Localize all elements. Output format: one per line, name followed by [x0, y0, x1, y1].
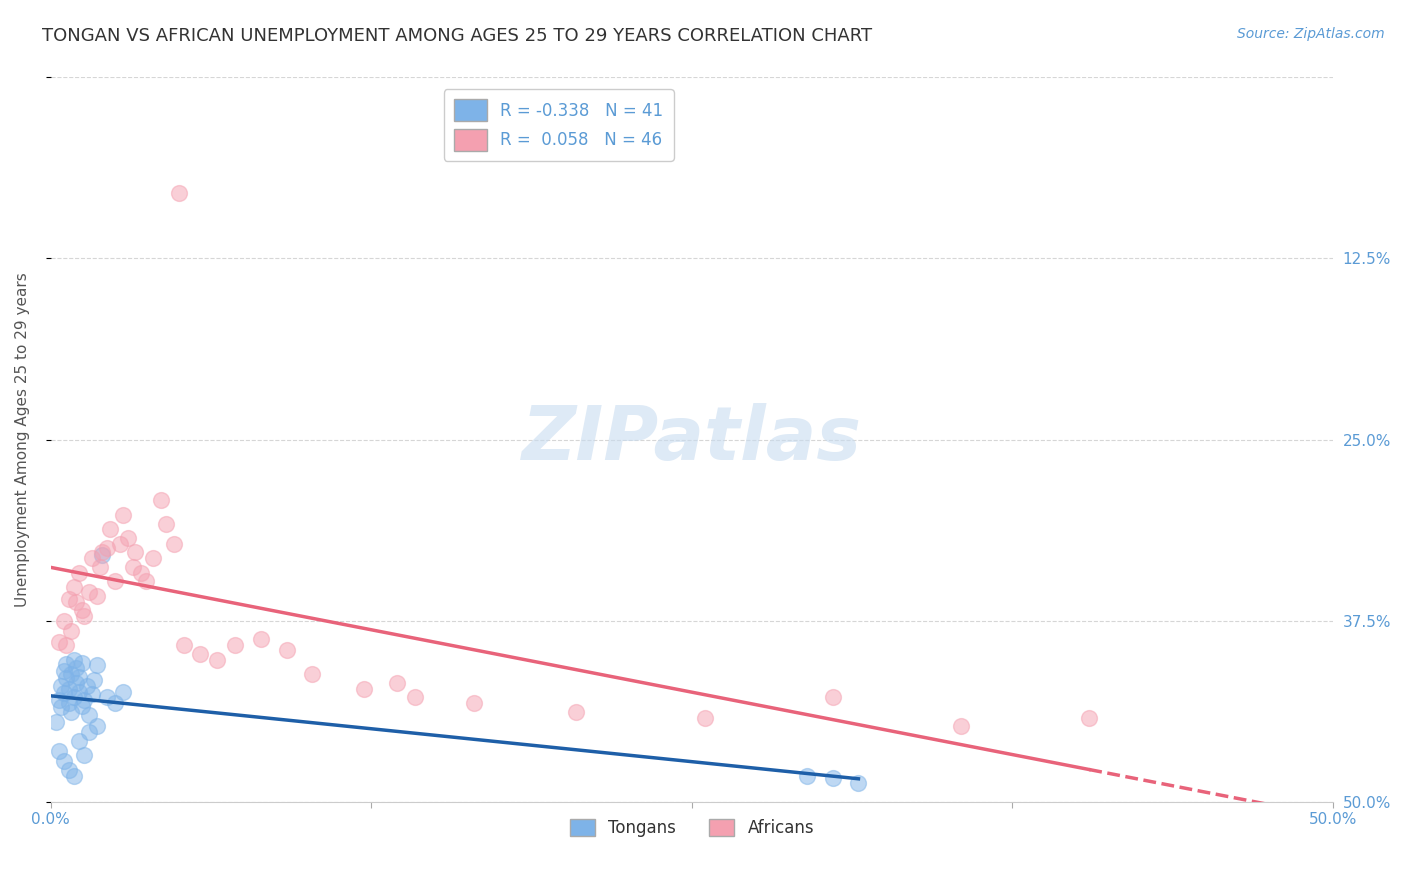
Point: [58, 763, 80, 777]
Point: [122, 560, 145, 574]
Legend: Tongans, Africans: Tongans, Africans: [562, 813, 821, 844]
Point: [108, 537, 131, 551]
Point: [45, 714, 67, 729]
Point: [86, 589, 108, 603]
Point: [80, 551, 103, 566]
Point: [188, 647, 211, 661]
Point: [67, 566, 90, 580]
Point: [70, 603, 93, 617]
Point: [150, 493, 173, 508]
Point: [167, 186, 190, 201]
Point: [821, 772, 844, 786]
Point: [79, 725, 101, 739]
Point: [89, 560, 111, 574]
Point: [104, 574, 127, 589]
Point: [565, 705, 588, 719]
Point: [60, 624, 83, 638]
Point: [96, 690, 118, 705]
Point: [950, 719, 973, 733]
Point: [55, 672, 77, 686]
Point: [67, 733, 90, 747]
Point: [73, 693, 96, 707]
Point: [55, 638, 77, 652]
Point: [163, 537, 186, 551]
Point: [63, 768, 86, 782]
Point: [52, 754, 75, 768]
Point: [111, 684, 134, 698]
Point: [276, 642, 298, 657]
Point: [63, 653, 86, 667]
Point: [67, 670, 90, 684]
Point: [48, 635, 70, 649]
Point: [65, 661, 87, 675]
Point: [70, 698, 93, 713]
Point: [76, 679, 98, 693]
Y-axis label: Unemployment Among Ages 25 to 29 years: Unemployment Among Ages 25 to 29 years: [15, 272, 30, 607]
Point: [58, 696, 80, 710]
Point: [353, 681, 375, 696]
Point: [73, 748, 96, 763]
Point: [67, 684, 90, 698]
Point: [70, 656, 93, 670]
Point: [91, 549, 114, 563]
Point: [207, 653, 229, 667]
Point: [86, 658, 108, 673]
Point: [83, 673, 105, 687]
Point: [104, 696, 127, 710]
Text: Source: ZipAtlas.com: Source: ZipAtlas.com: [1237, 27, 1385, 41]
Point: [693, 710, 716, 724]
Point: [49, 700, 72, 714]
Point: [60, 667, 83, 681]
Point: [848, 776, 870, 790]
Point: [73, 609, 96, 624]
Point: [58, 681, 80, 696]
Point: [124, 545, 146, 559]
Point: [65, 595, 87, 609]
Point: [98, 522, 121, 536]
Point: [135, 574, 157, 589]
Point: [63, 690, 86, 705]
Text: TONGAN VS AFRICAN UNEMPLOYMENT AMONG AGES 25 TO 29 YEARS CORRELATION CHART: TONGAN VS AFRICAN UNEMPLOYMENT AMONG AGE…: [42, 27, 872, 45]
Point: [250, 632, 273, 647]
Point: [173, 638, 195, 652]
Point: [58, 591, 80, 606]
Point: [80, 687, 103, 701]
Point: [65, 675, 87, 690]
Text: ZIPatlas: ZIPatlas: [522, 403, 862, 476]
Point: [63, 580, 86, 594]
Point: [301, 667, 323, 681]
Point: [821, 690, 844, 705]
Point: [91, 545, 114, 559]
Point: [60, 705, 83, 719]
Point: [117, 531, 139, 545]
Point: [155, 516, 177, 531]
Point: [796, 768, 818, 782]
Point: [129, 566, 152, 580]
Point: [79, 584, 101, 599]
Point: [52, 686, 75, 700]
Point: [86, 719, 108, 733]
Point: [1078, 710, 1101, 724]
Point: [224, 638, 246, 652]
Point: [52, 665, 75, 679]
Point: [79, 707, 101, 722]
Point: [55, 657, 77, 671]
Point: [48, 744, 70, 758]
Point: [111, 508, 134, 522]
Point: [52, 614, 75, 628]
Point: [404, 690, 426, 705]
Point: [142, 551, 165, 566]
Point: [48, 693, 70, 707]
Point: [385, 675, 408, 690]
Point: [96, 541, 118, 555]
Point: [49, 679, 72, 693]
Point: [463, 696, 485, 710]
